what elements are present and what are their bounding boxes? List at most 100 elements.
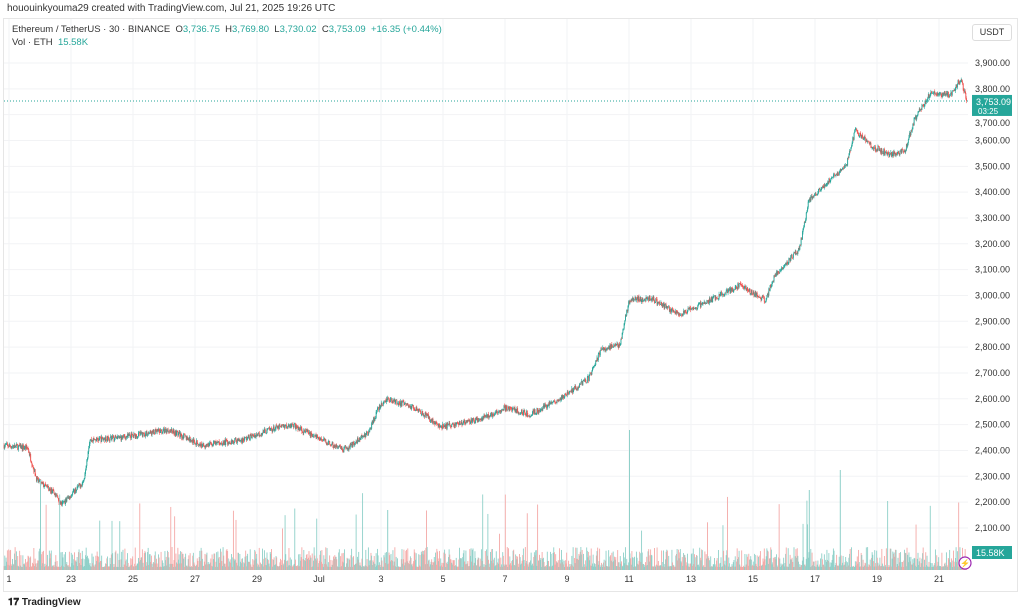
volume-bar bbox=[302, 559, 304, 570]
volume-bar bbox=[783, 566, 785, 570]
volume-bar bbox=[85, 547, 87, 570]
volume-bar bbox=[492, 563, 494, 570]
lightning-icon[interactable] bbox=[958, 556, 972, 570]
candle-body bbox=[687, 310, 688, 314]
volume-bar bbox=[235, 519, 237, 570]
candle-body bbox=[150, 430, 152, 433]
candle-body bbox=[189, 436, 190, 441]
candle-body bbox=[901, 149, 903, 153]
volume-bar bbox=[893, 552, 895, 570]
volume-bar bbox=[325, 564, 327, 570]
volume-bar bbox=[440, 565, 442, 570]
volume-bar bbox=[239, 553, 241, 570]
volume-bar bbox=[810, 566, 812, 570]
candle-body bbox=[315, 434, 317, 438]
candle-body bbox=[408, 405, 409, 407]
volume-bar bbox=[510, 563, 511, 570]
candle-body bbox=[393, 399, 395, 402]
candle-body bbox=[541, 409, 543, 411]
candle-body bbox=[900, 150, 902, 153]
candle-body bbox=[532, 411, 533, 416]
candle-body bbox=[462, 421, 464, 424]
candle-body bbox=[162, 429, 164, 433]
candle-body bbox=[242, 438, 243, 443]
candle-body bbox=[278, 425, 280, 430]
volume-bar bbox=[410, 557, 412, 570]
candle-body bbox=[404, 403, 406, 405]
candle-body bbox=[662, 304, 664, 307]
y-tick-label: 2,300.00 bbox=[975, 471, 1010, 481]
candle-body bbox=[128, 434, 130, 436]
volume-bar bbox=[730, 566, 732, 570]
volume-bar bbox=[107, 556, 108, 570]
volume-bar bbox=[561, 562, 563, 570]
volume-bar bbox=[383, 555, 385, 570]
volume-bar bbox=[946, 565, 948, 570]
volume-bar bbox=[870, 566, 872, 570]
candle-body bbox=[479, 418, 481, 420]
volume-bar bbox=[404, 565, 406, 570]
volume-label[interactable]: Vol · ETH bbox=[12, 37, 53, 48]
symbol-label[interactable]: Ethereum / TetherUS · 30 · BINANCE bbox=[12, 24, 171, 35]
volume-bar bbox=[356, 556, 358, 570]
candle-body bbox=[591, 371, 593, 375]
volume-bar bbox=[50, 550, 52, 570]
volume-bar bbox=[509, 556, 511, 570]
candle-body bbox=[251, 435, 252, 439]
volume-bar bbox=[706, 558, 708, 570]
candle-body bbox=[129, 434, 131, 437]
volume-bar bbox=[32, 563, 34, 570]
candle-body bbox=[57, 498, 59, 500]
volume-bar bbox=[138, 561, 140, 570]
candle-body bbox=[285, 424, 287, 428]
candle-body bbox=[40, 481, 42, 484]
volume-bar bbox=[696, 554, 697, 570]
volume-bar bbox=[856, 561, 858, 570]
candle-body bbox=[897, 151, 899, 154]
volume-bar bbox=[408, 564, 410, 570]
candle-body bbox=[180, 433, 181, 437]
candle-body bbox=[885, 151, 887, 154]
volume-bar bbox=[897, 557, 899, 570]
candle-body bbox=[200, 443, 201, 447]
volume-bar bbox=[280, 558, 282, 570]
candle-body bbox=[696, 307, 697, 309]
candle-body bbox=[542, 407, 544, 411]
candle-body bbox=[730, 287, 732, 291]
volume-bar bbox=[579, 555, 581, 570]
candle-body bbox=[44, 483, 46, 487]
candle-body bbox=[624, 320, 626, 324]
candle-body bbox=[92, 439, 94, 442]
candle-body bbox=[130, 436, 132, 439]
candle-body bbox=[787, 262, 789, 264]
volume-bar bbox=[843, 565, 845, 570]
currency-button[interactable]: USDT bbox=[972, 24, 1012, 41]
volume-bar bbox=[882, 563, 883, 570]
volume-bar bbox=[335, 556, 336, 570]
candle-body bbox=[838, 174, 840, 176]
volume-bar bbox=[314, 558, 316, 570]
volume-bar bbox=[689, 563, 691, 570]
open-value: 3,736.75 bbox=[182, 24, 220, 35]
volume-bar bbox=[273, 559, 274, 570]
candle-body bbox=[120, 436, 122, 441]
candle-body bbox=[893, 151, 895, 156]
candle-body bbox=[486, 414, 488, 418]
candle-body bbox=[434, 422, 436, 425]
candle-body bbox=[343, 448, 345, 453]
candle-body bbox=[18, 444, 20, 446]
candle-body bbox=[364, 433, 366, 438]
candle-body bbox=[25, 446, 26, 449]
volume-bar bbox=[403, 549, 405, 570]
volume-bar bbox=[680, 561, 682, 570]
volume-bar bbox=[478, 558, 480, 570]
candle-body bbox=[17, 445, 19, 450]
candle-body bbox=[809, 198, 810, 201]
volume-bar bbox=[369, 560, 371, 570]
volume-bar bbox=[557, 562, 559, 570]
volume-bar bbox=[754, 554, 756, 570]
candle-body bbox=[573, 387, 575, 390]
volume-bar bbox=[230, 562, 232, 570]
candle-body bbox=[566, 392, 568, 396]
